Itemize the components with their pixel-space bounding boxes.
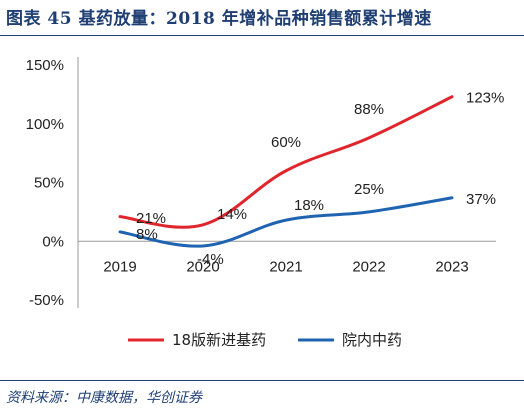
figure-title: 图表 45 基药放量：2018 年增补品种销售额累计增速 <box>6 9 432 29</box>
data-label: 37% <box>466 191 496 208</box>
data-label: 123% <box>466 90 504 107</box>
series-lines <box>118 95 454 248</box>
y-tick-label: 0% <box>42 233 64 250</box>
legend-label-2: 院内中药 <box>342 331 402 349</box>
data-labels: 21% 14% 60% 88% 123% 8% -4% 18% 25% 37% <box>136 90 504 268</box>
title-rule <box>0 35 524 36</box>
y-tick-label: 50% <box>34 175 64 192</box>
line-chart: 150% 100% 50% 0% -50% 2019 2020 2021 2022 2023 21… <box>26 57 504 349</box>
y-tick-label: -50% <box>29 292 64 309</box>
x-tick-label: 2019 <box>103 258 136 275</box>
data-label: 8% <box>136 226 158 243</box>
data-label: 88% <box>354 101 384 118</box>
chart-axes: 150% 100% 50% 0% -50% 2019 2020 2021 2022 2023 <box>26 57 496 309</box>
series-line-2 <box>118 196 454 248</box>
data-label: 18% <box>294 197 324 214</box>
y-tick-label: 150% <box>26 57 64 74</box>
data-label: -4% <box>197 251 224 268</box>
data-label: 60% <box>271 134 301 151</box>
data-label: 14% <box>217 206 247 223</box>
x-tick-label: 2020 <box>186 258 219 275</box>
x-tick-label: 2022 <box>352 258 385 275</box>
x-tick-label: 2023 <box>435 258 468 275</box>
data-label: 25% <box>354 181 384 198</box>
source-note: 资料来源：中康数据，华创证券 <box>6 390 202 406</box>
x-tick-label: 2021 <box>269 258 302 275</box>
y-tick-label: 100% <box>26 116 64 133</box>
data-label: 21% <box>136 210 166 227</box>
legend-label-1: 18版新进基药 <box>172 331 266 349</box>
source-rule <box>0 380 524 381</box>
chart-legend: 18版新进基药 院内中药 <box>128 331 402 349</box>
series-line-1 <box>118 95 454 229</box>
